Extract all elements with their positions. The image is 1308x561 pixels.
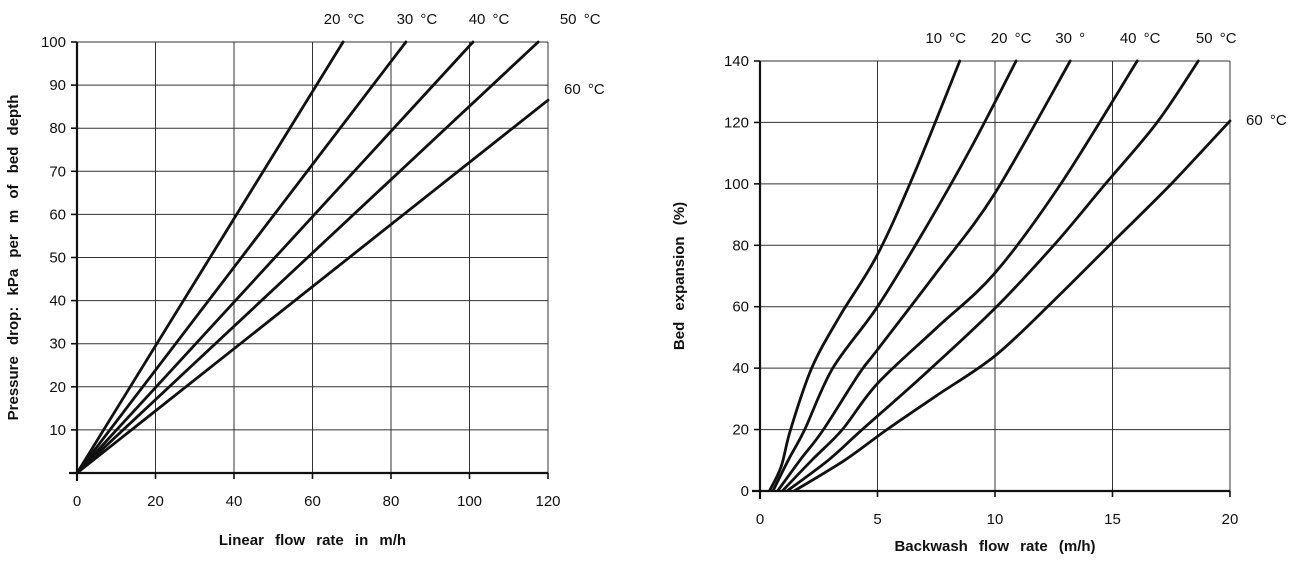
- bed-expansion-chart-panel: 10 °C 20 °C 30 ° 40 °C 50 °C 60 °C 0 5 10 15 20 0 20…: [654, 0, 1308, 561]
- curve-40-c: [76, 40, 475, 474]
- y-tick-label: 10: [49, 422, 66, 439]
- curve-40-c: [780, 59, 1139, 492]
- x-tick-label: 0: [756, 511, 764, 528]
- y-tick-label: 50: [49, 250, 66, 267]
- y-tick-label: 70: [49, 163, 66, 180]
- series-label-60-c: 60 °C: [564, 81, 605, 98]
- x-tick-label: 120: [535, 493, 560, 510]
- series-label-50-c: 50 °C: [1196, 30, 1237, 47]
- curve-60-c: [76, 98, 550, 474]
- y-tick-label: 120: [724, 114, 749, 131]
- x-tick-label: 20: [147, 493, 164, 510]
- y-tick-label: 90: [49, 77, 66, 94]
- curve-30: [776, 59, 1072, 492]
- x-tick-label: 10: [987, 511, 1004, 528]
- curve-20-c: [771, 59, 1018, 492]
- series-label-30: 30 °: [1055, 30, 1085, 47]
- x-tick-label: 0: [73, 493, 81, 510]
- x-tick-label: 40: [226, 493, 243, 510]
- y-tick-label: 100: [724, 176, 749, 193]
- x-tick-label: 20: [1222, 511, 1239, 528]
- curve-20-c: [76, 40, 345, 474]
- curve-10-c: [768, 59, 962, 492]
- x-axis-title: Backwash flow rate (m/h): [894, 538, 1095, 555]
- curve-50-c: [76, 40, 540, 474]
- series-label-20-c: 20 °C: [324, 11, 365, 28]
- y-tick-label: 0: [741, 483, 749, 500]
- y-tick-label: 100: [41, 34, 66, 51]
- y-tick-label: 30: [49, 336, 66, 353]
- series-label-10-c: 10 °C: [925, 30, 966, 47]
- y-tick-label: 40: [49, 293, 66, 310]
- y-tick-label: 60: [49, 206, 66, 223]
- x-tick-label: 100: [457, 493, 482, 510]
- series-label-40-c: 40 °C: [469, 11, 510, 28]
- y-tick-label: 20: [732, 422, 749, 439]
- y-tick-label: 40: [732, 360, 749, 377]
- x-tick-label: 80: [383, 493, 400, 510]
- x-tick-label: 15: [1104, 511, 1121, 528]
- y-axis-title: Pressure drop: kPa per m of bed depth: [5, 95, 22, 421]
- x-axis-title: Linear flow rate in m/h: [219, 532, 406, 549]
- series-label-40-c: 40 °C: [1120, 30, 1161, 47]
- series-label-60-c: 60 °C: [1246, 112, 1287, 129]
- curves-group: [768, 59, 1232, 492]
- y-tick-label: 60: [732, 299, 749, 316]
- curve-30-c: [76, 40, 408, 474]
- y-tick-label: 140: [724, 53, 749, 70]
- y-tick-label: 80: [49, 120, 66, 137]
- y-axis-title: Bed expansion (%): [671, 202, 688, 350]
- x-tick-label: 5: [873, 511, 881, 528]
- x-tick-label: 60: [304, 493, 321, 510]
- pressure-drop-chart-panel: 20 °C 30 °C 40 °C 50 °C 60 °C 0 20 40 60 80 100 120…: [5, 11, 605, 549]
- y-tick-label: 80: [732, 237, 749, 254]
- curve-50-c: [785, 59, 1200, 492]
- series-label-50-c: 50 °C: [560, 11, 601, 28]
- y-tick-label: 20: [49, 379, 66, 396]
- bed-expansion-chart: 10 °C 20 °C 30 ° 40 °C 50 °C 60 °C 0 5 10 15 20 0 20…: [671, 30, 1287, 555]
- pressure-drop-chart: 20 °C 30 °C 40 °C 50 °C 60 °C 0 20 40 60 80 100 120…: [5, 11, 605, 549]
- curve-60-c: [792, 119, 1232, 492]
- curves-group: [76, 40, 550, 474]
- series-label-30-c: 30 °C: [397, 11, 438, 28]
- series-label-20-c: 20 °C: [991, 30, 1032, 47]
